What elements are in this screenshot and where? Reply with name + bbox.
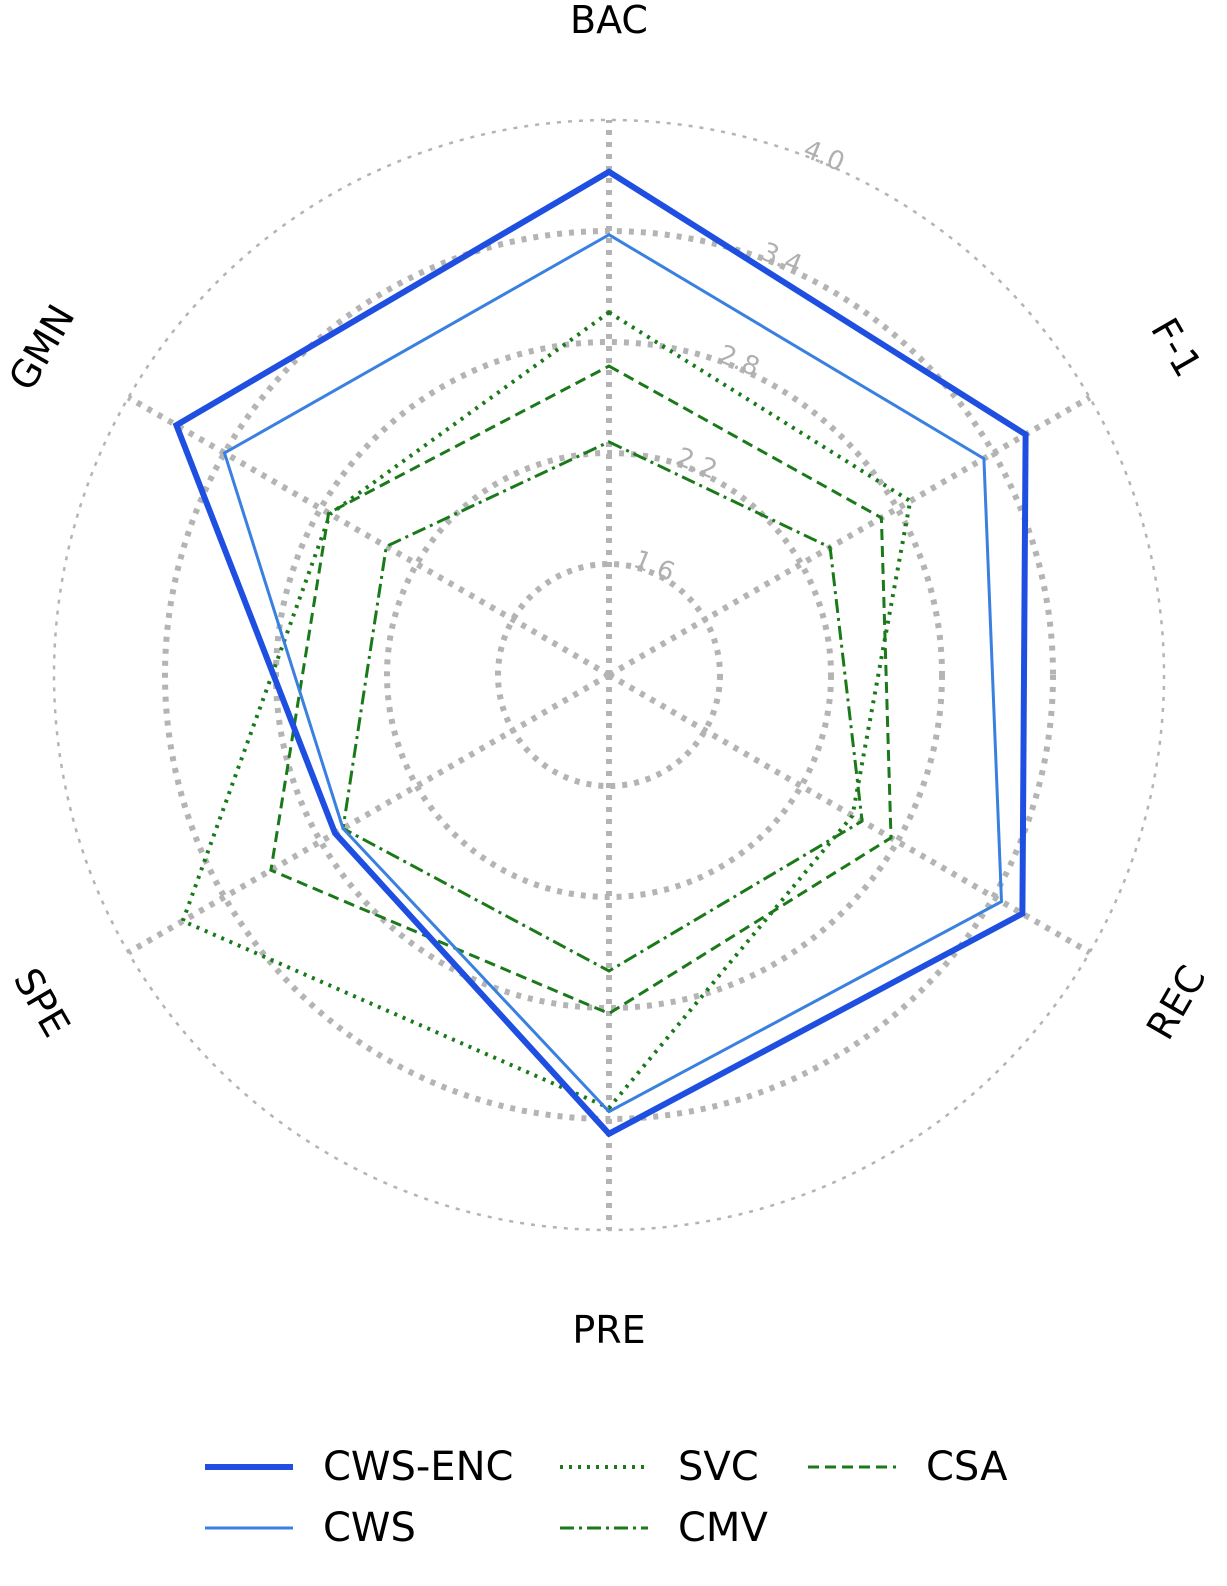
axis-label-rec: REC [1138, 958, 1215, 1047]
radial-tick-label: 2.8 [714, 340, 764, 384]
grid-ring [384, 450, 834, 900]
series-csa-line [269, 364, 893, 1016]
grid-spoke [126, 394, 611, 678]
legend-label-csa: CSA [926, 1444, 1008, 1490]
grid-spoke [607, 394, 1092, 678]
axis-label-pre: PRE [572, 1308, 645, 1352]
axis-label-spe: SPE [5, 961, 79, 1045]
radial-tick-label: 4.0 [799, 134, 849, 178]
legend-label-cmv: CMV [678, 1505, 768, 1551]
series-svc-line [180, 309, 913, 1111]
series-cmv-line [341, 440, 864, 973]
series-cws-enc-line [172, 168, 1029, 1138]
radial-tick-label: 1.6 [629, 545, 679, 589]
legend: CWS-ENC CWS SVC CMV CSA [205, 1444, 1008, 1551]
radar-grid [52, 118, 1166, 1232]
radial-tick-label: 3.4 [757, 237, 807, 281]
legend-label-cws: CWS [323, 1505, 416, 1551]
grid-center [604, 670, 614, 680]
legend-label-cws-enc: CWS-ENC [323, 1444, 513, 1490]
grid-spoke [607, 672, 1092, 956]
axis-label-gmn: GMN [0, 297, 83, 398]
grid-spoke [126, 672, 611, 956]
series-cws-line [222, 232, 1004, 1114]
axis-label-f-1: F-1 [1142, 311, 1210, 385]
radar-series [172, 168, 1029, 1138]
legend-label-svc: SVC [678, 1444, 759, 1490]
grid-ring [495, 561, 723, 789]
axis-label-bac: BAC [570, 0, 648, 42]
